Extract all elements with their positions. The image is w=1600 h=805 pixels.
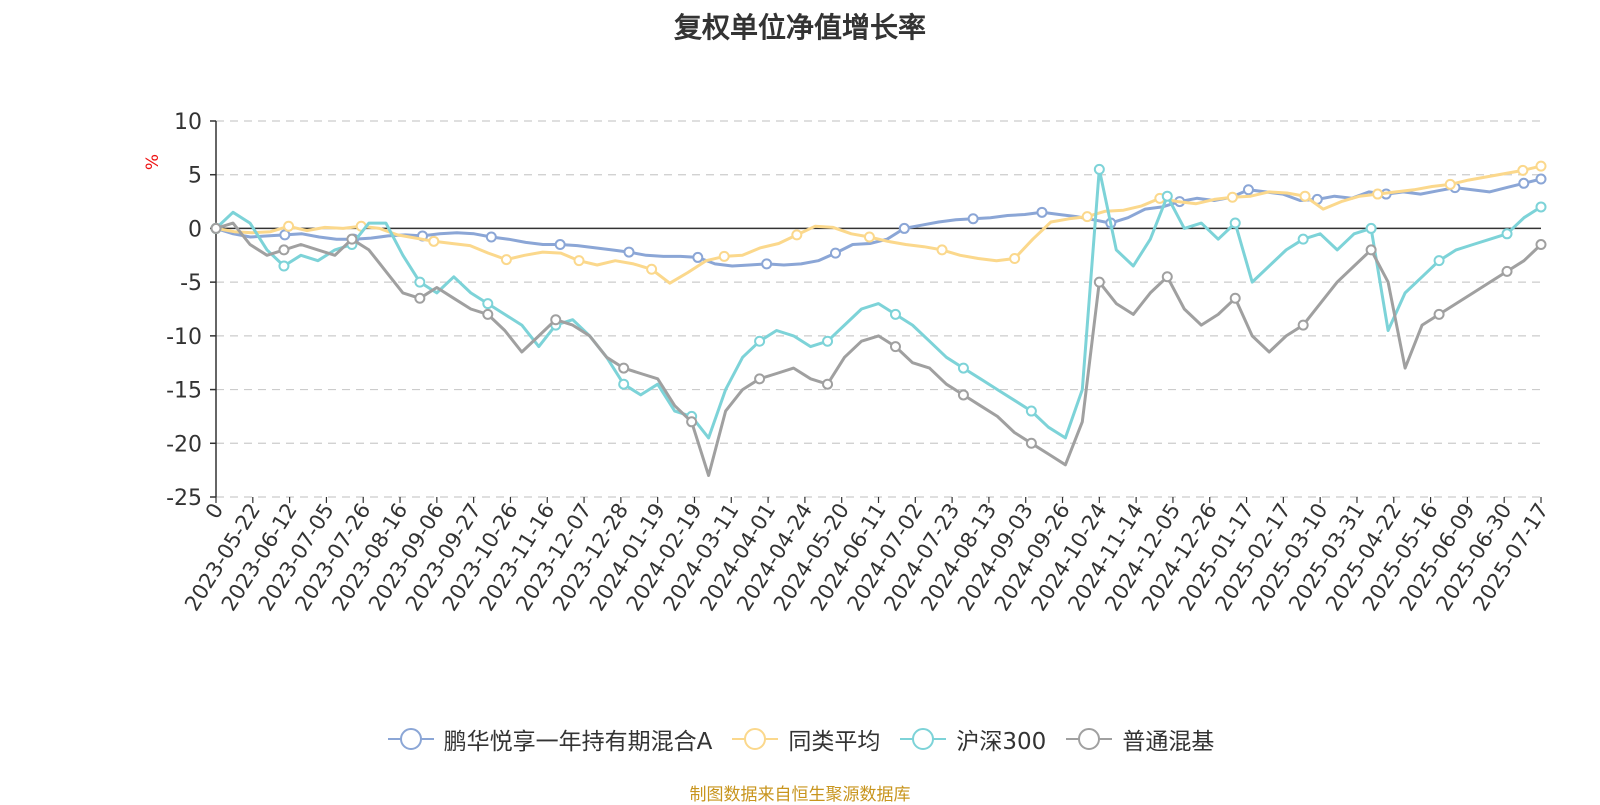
data-point: [623, 246, 635, 258]
x-tick-label: 0: [201, 499, 228, 523]
data-point: [822, 378, 834, 390]
data-point: [278, 244, 290, 256]
y-tick-label: -15: [166, 379, 202, 404]
legend-label: 普通混基: [1122, 729, 1215, 755]
data-point: [1535, 173, 1547, 185]
data-point: [1433, 255, 1445, 267]
data-point: [554, 239, 566, 251]
data-point: [618, 362, 630, 374]
data-point: [279, 229, 291, 241]
data-point: [1297, 319, 1309, 331]
data-point: [1242, 184, 1254, 196]
chart-title: 复权单位净值增长率: [673, 11, 926, 44]
legend-marker-icon: [1066, 728, 1113, 750]
legend-item[interactable]: 同类平均: [730, 722, 880, 756]
data-point: [1229, 217, 1241, 229]
data-point: [754, 335, 766, 347]
data-point: [1299, 190, 1311, 202]
data-point: [482, 298, 494, 310]
data-point: [1444, 178, 1456, 190]
data-point: [550, 314, 562, 326]
data-point: [686, 416, 698, 428]
legend-label: 鹏华悦享一年持有期混合A: [443, 729, 713, 755]
y-tick-label: 10: [174, 110, 202, 135]
legend: 鹏华悦享一年持有期混合A 同类平均 沪深300 普通混基: [0, 722, 1600, 756]
data-point: [1161, 190, 1173, 202]
data-point: [283, 220, 295, 232]
data-point: [1093, 276, 1105, 288]
data-point: [500, 254, 512, 266]
data-point: [1535, 239, 1547, 251]
data-point: [1535, 201, 1547, 213]
legend-marker-icon: [387, 728, 434, 750]
data-point: [485, 231, 497, 243]
data-point: [210, 222, 222, 234]
data-point: [573, 255, 585, 267]
data-point: [863, 231, 875, 243]
data-point: [646, 263, 658, 275]
series-line: [215, 164, 1542, 285]
data-point: [1081, 211, 1093, 223]
data-point: [482, 308, 494, 320]
legend-marker-icon: [732, 728, 779, 750]
series-line: [215, 221, 1543, 477]
data-point: [936, 244, 948, 256]
y-tick-label: -5: [180, 271, 202, 296]
legend-marker-icon: [900, 728, 947, 750]
data-point: [1518, 177, 1530, 189]
data-point: [754, 373, 766, 385]
legend-label: 同类平均: [788, 729, 881, 755]
y-tick-label: -20: [166, 432, 202, 457]
y-tick-label: 5: [188, 164, 202, 189]
series-line: [215, 177, 1542, 268]
data-point: [1297, 233, 1309, 245]
data-point: [898, 222, 910, 234]
data-point: [1025, 437, 1037, 449]
legend-item[interactable]: 鹏华悦享一年持有期混合A: [386, 722, 713, 756]
data-point: [346, 233, 358, 245]
legend-item[interactable]: 普通混基: [1064, 722, 1214, 756]
data-point: [1433, 308, 1445, 320]
data-point: [1365, 244, 1377, 256]
data-point: [791, 229, 803, 241]
data-point: [822, 335, 834, 347]
plot-area: 1050-5-10-15-20-25%02023-05-222023-06-12…: [143, 110, 1553, 615]
data-point: [718, 250, 730, 262]
data-point: [278, 260, 290, 272]
data-point: [957, 362, 969, 374]
data-point: [618, 378, 630, 390]
data-point: [1501, 265, 1513, 277]
legend-item[interactable]: 沪深300: [898, 722, 1046, 756]
data-point: [1093, 163, 1105, 175]
y-tick-label: 0: [188, 217, 202, 242]
data-point: [889, 308, 901, 320]
data-point: [428, 235, 440, 247]
data-point: [1036, 206, 1048, 218]
data-point: [414, 292, 426, 304]
data-point: [1009, 253, 1021, 265]
data-point: [414, 276, 426, 288]
data-point: [1535, 160, 1547, 172]
y-tick-label: -25: [166, 486, 202, 511]
data-point: [889, 341, 901, 353]
data-point: [1365, 222, 1377, 234]
data-point: [1517, 164, 1529, 176]
data-point: [829, 247, 841, 259]
data-point: [1229, 292, 1241, 304]
series-line: [214, 167, 1542, 440]
source-note: 制图数据来自恒生聚源数据库: [689, 785, 911, 805]
y-axis-label: %: [143, 154, 163, 170]
legend-label: 沪深300: [956, 729, 1047, 755]
data-point: [1161, 271, 1173, 283]
data-point: [761, 258, 773, 270]
data-point: [1372, 188, 1384, 200]
data-point: [957, 389, 969, 401]
data-point: [692, 251, 704, 263]
data-point: [1501, 228, 1513, 240]
data-point: [1226, 191, 1238, 203]
data-point: [967, 213, 979, 225]
data-point: [1025, 405, 1037, 417]
y-tick-label: -10: [166, 325, 202, 350]
